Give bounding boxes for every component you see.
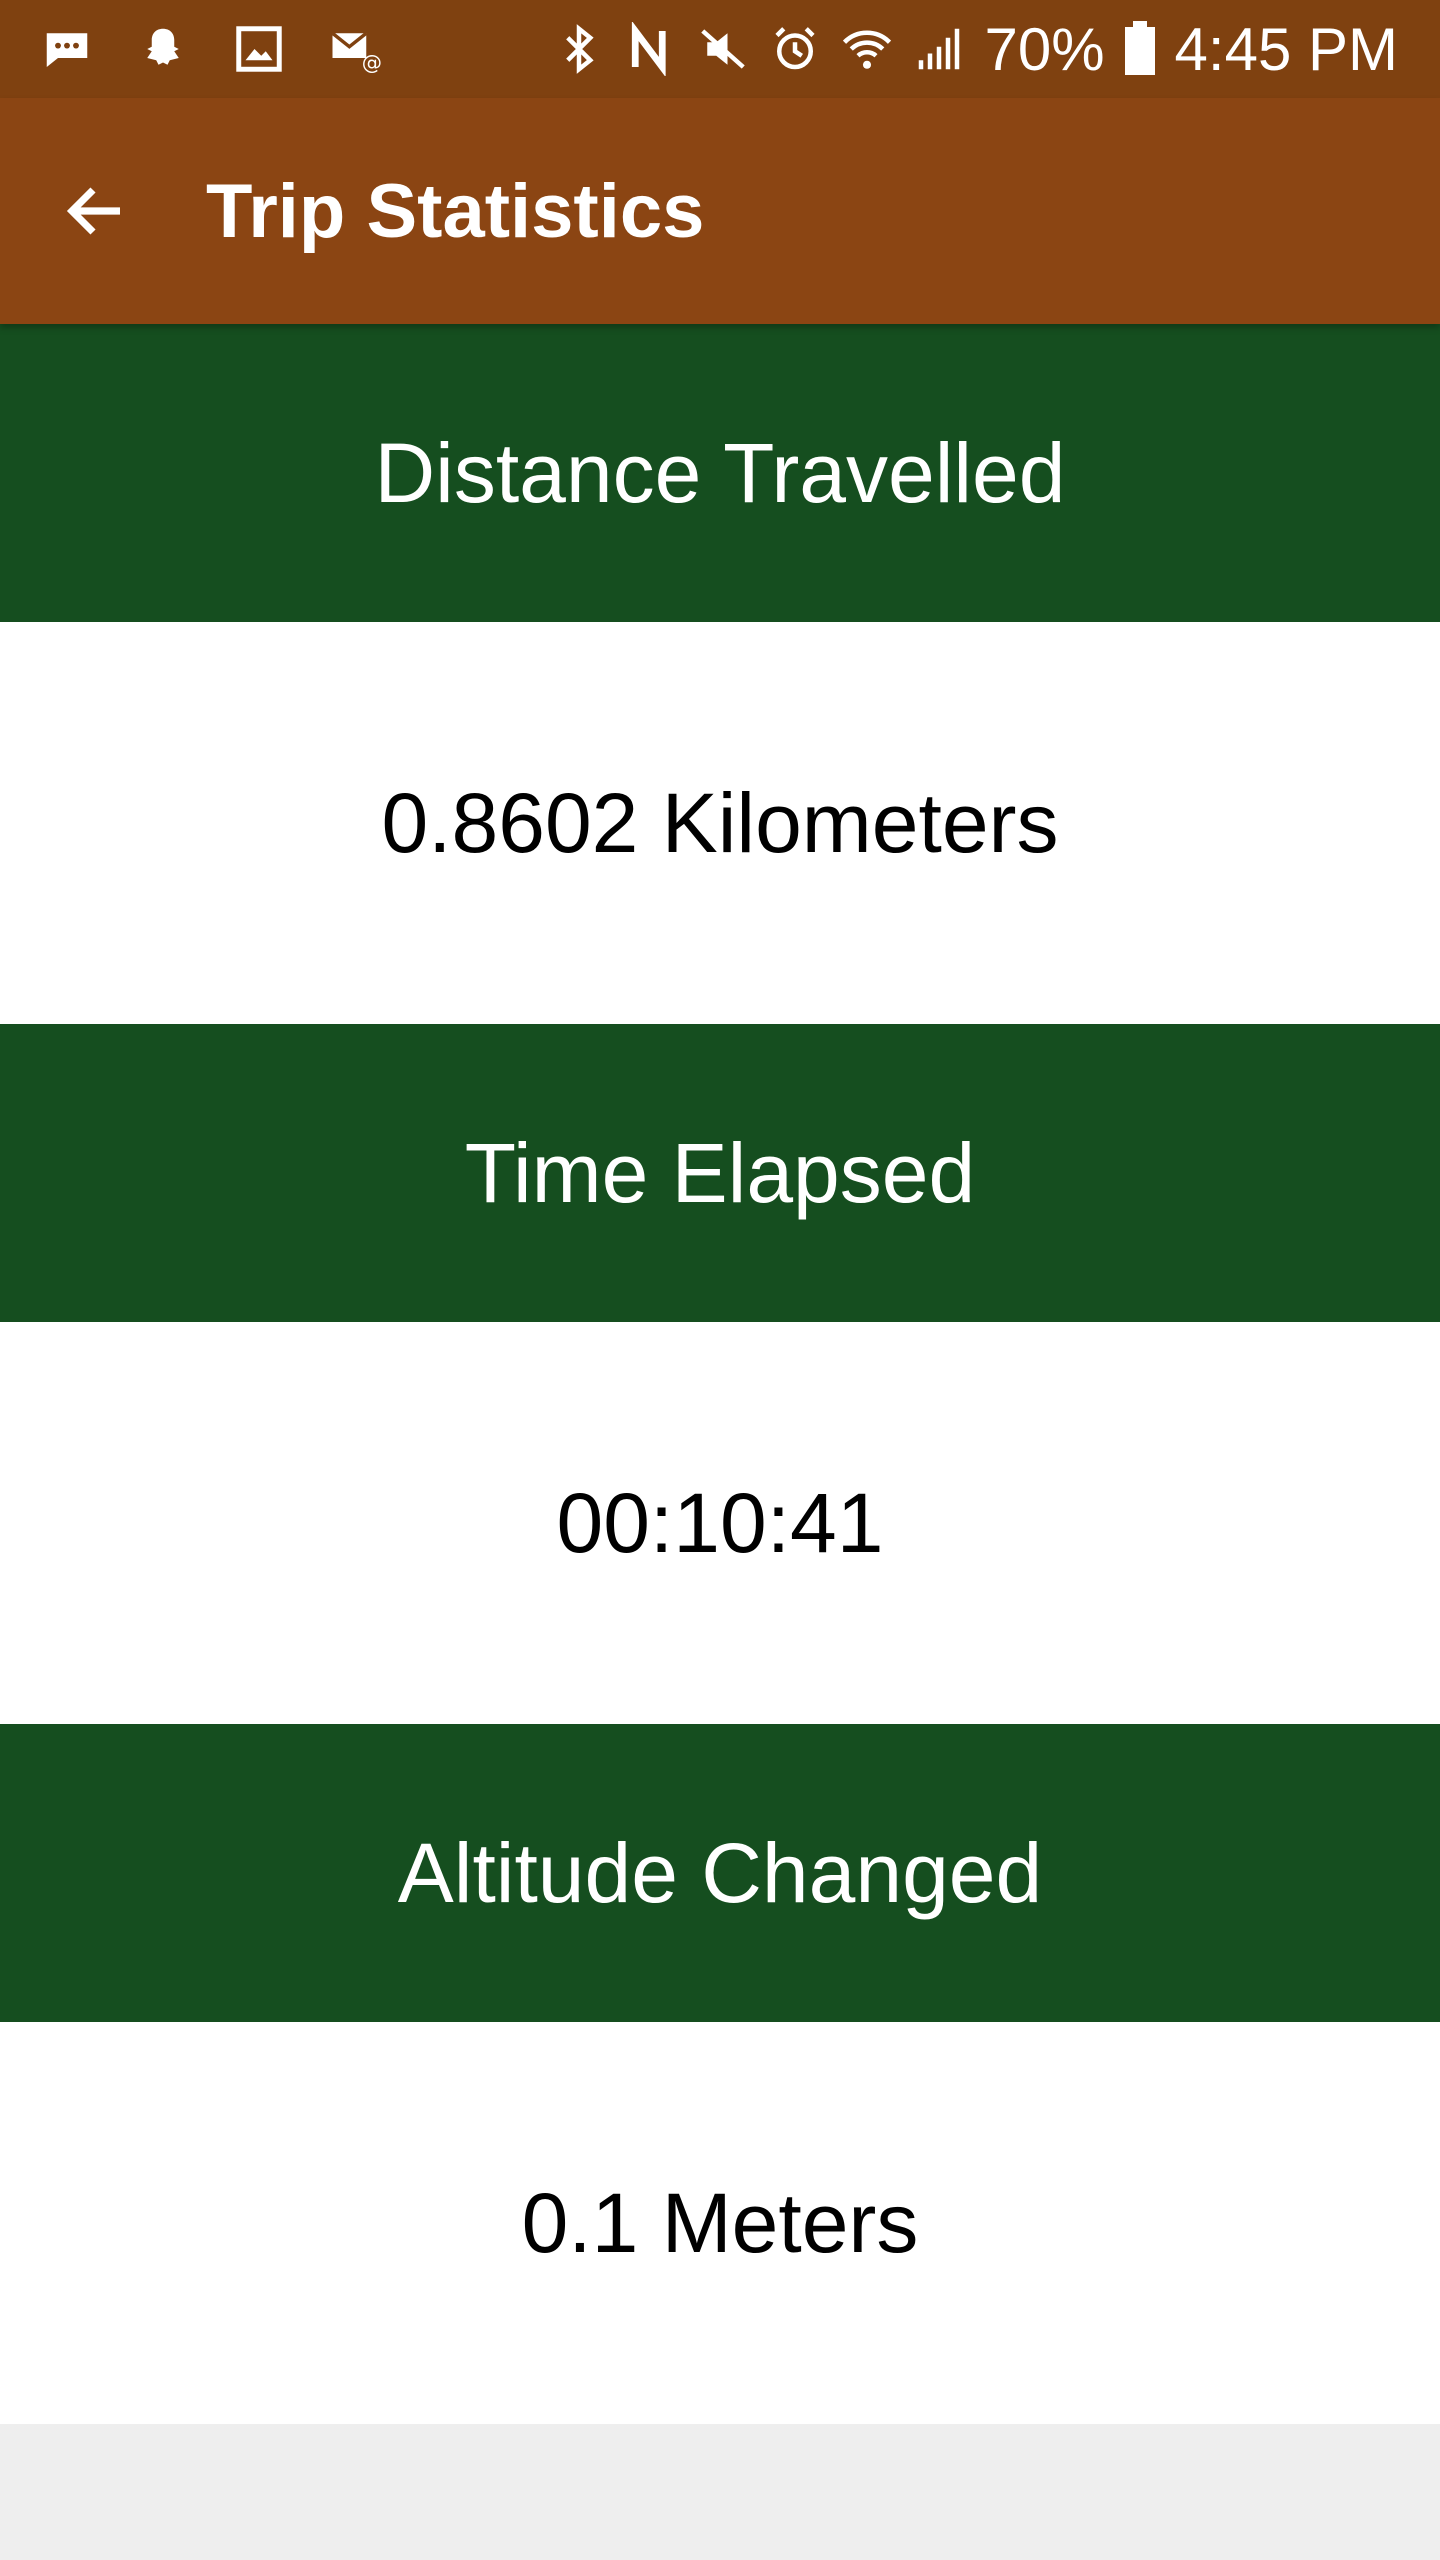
altitude-header: Altitude Changed: [0, 1724, 1440, 2022]
email-icon: @: [331, 31, 382, 74]
distance-header: Distance Travelled: [0, 324, 1440, 622]
svg-text:@: @: [362, 50, 382, 74]
snapchat-icon: [147, 28, 179, 65]
time-header: Time Elapsed: [0, 1024, 1440, 1322]
battery-percent: 70%: [984, 15, 1105, 83]
alarm-icon: [775, 27, 816, 70]
battery-icon: [1124, 21, 1155, 75]
altitude-value: 0.1 Meters: [521, 2175, 919, 2270]
wifi-icon: [843, 30, 892, 69]
app-bar: Trip Statistics: [0, 98, 1440, 324]
time-value: 00:10:41: [556, 1475, 884, 1570]
status-time: 4:45 PM: [1174, 15, 1398, 83]
distance-label: Distance Travelled: [374, 425, 1066, 520]
back-button[interactable]: [36, 151, 156, 271]
message-icon: [46, 33, 88, 67]
distance-value: 0.8602 Kilometers: [381, 775, 1059, 870]
time-value-panel: 00:10:41: [0, 1322, 1440, 1724]
distance-value-panel: 0.8602 Kilometers: [0, 622, 1440, 1024]
page-title: Trip Statistics: [206, 168, 705, 254]
altitude-value-panel: 0.1 Meters: [0, 2022, 1440, 2424]
mute-icon: [701, 29, 746, 69]
arrow-back-icon: [66, 187, 120, 235]
notification-icons: @: [0, 22, 382, 76]
status-bar: @ 70% 4:45 PM: [0, 0, 1440, 98]
gallery-icon: [236, 26, 282, 72]
signal-icon: [919, 28, 960, 70]
system-icons: 70% 4:45 PM: [552, 15, 1440, 84]
bluetooth-icon: [566, 24, 595, 74]
nfc-icon: [632, 22, 667, 76]
altitude-label: Altitude Changed: [397, 1825, 1043, 1920]
time-label: Time Elapsed: [464, 1125, 976, 1220]
